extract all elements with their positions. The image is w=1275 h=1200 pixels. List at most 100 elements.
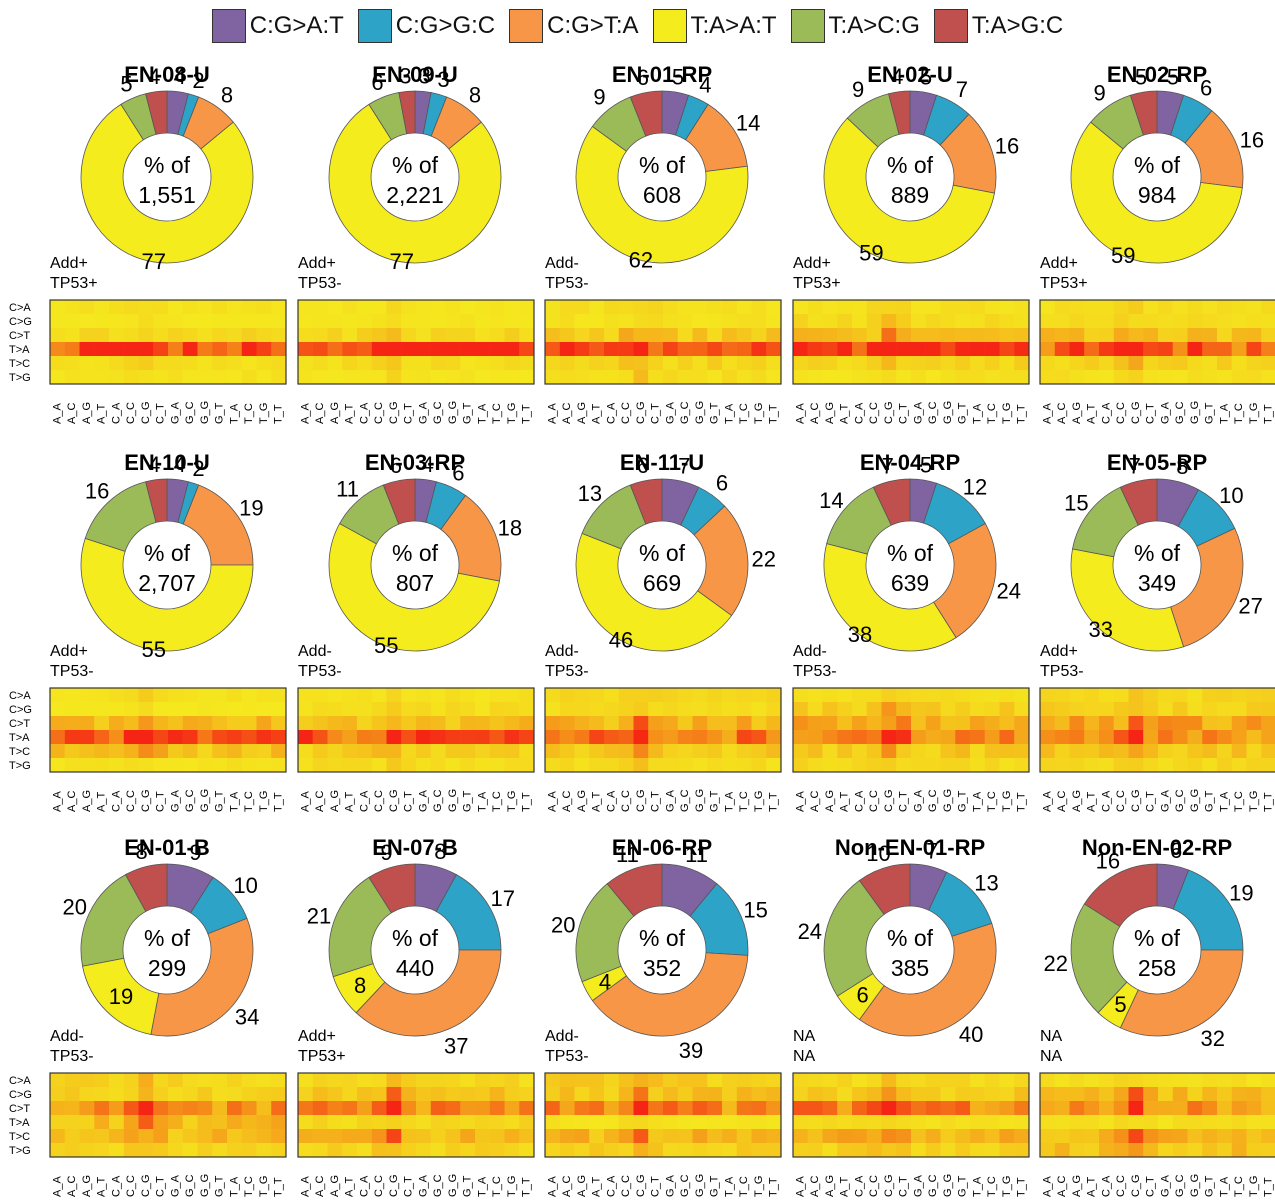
heatmap-cell xyxy=(911,730,926,745)
heatmap-cell xyxy=(401,328,417,343)
heatmap-cell xyxy=(722,1101,737,1116)
heatmap-cell xyxy=(1054,314,1070,329)
heatmap-cell xyxy=(881,370,897,385)
heatmap-cell xyxy=(837,356,853,371)
heatmap-cell xyxy=(519,370,535,385)
heatmap-cell xyxy=(955,370,971,385)
heatmap-col-label: T_G xyxy=(258,403,270,424)
heatmap-col-label: C_T xyxy=(403,1176,415,1197)
heatmap-col-label: T_C xyxy=(491,791,503,812)
heatmap-col-label: A_A xyxy=(51,791,63,812)
heatmap-cell xyxy=(940,1129,956,1144)
heatmap-cell xyxy=(896,744,912,759)
heatmap-col-label: G_C xyxy=(927,401,939,424)
heatmap-col-label: G_A xyxy=(1159,789,1171,812)
slice-value-label: 5 xyxy=(1135,64,1147,89)
heatmap-col-label: C_T xyxy=(1145,403,1157,424)
heatmap-cell xyxy=(633,1087,649,1102)
heatmap-cell xyxy=(298,1115,313,1130)
heatmap-col-label: G_G xyxy=(942,401,954,424)
heatmap-cell xyxy=(1202,758,1218,773)
heatmap-col-label: A_A xyxy=(1041,1176,1053,1197)
heatmap-col-label: A_A xyxy=(546,403,558,424)
heatmap-cell xyxy=(64,730,80,745)
slice-value-label: 20 xyxy=(62,895,86,920)
heatmap-cell xyxy=(327,688,343,703)
heatmap-cell xyxy=(604,328,619,343)
heatmap-cell xyxy=(109,314,124,329)
heatmap-cell xyxy=(1202,1087,1218,1102)
heatmap-col-label: T_G xyxy=(1248,403,1260,424)
center-label: % of xyxy=(144,925,191,951)
heatmap-cell xyxy=(357,730,372,745)
heatmap-cell xyxy=(489,370,505,385)
heatmap-cell xyxy=(911,758,926,773)
heatmap-cell xyxy=(807,1101,823,1116)
heatmap-cell xyxy=(896,342,912,357)
heatmap-cell xyxy=(1099,1129,1114,1144)
heatmap-cell xyxy=(707,744,723,759)
center-label: % of xyxy=(639,152,686,178)
heatmap-cell xyxy=(430,744,446,759)
heatmap-cell xyxy=(504,328,520,343)
heatmap-cell xyxy=(227,1143,242,1158)
heatmap-col-label: A_T xyxy=(96,1177,108,1197)
heatmap-cell xyxy=(837,1143,853,1158)
heatmap-cell xyxy=(984,1101,1000,1116)
heatmap-border xyxy=(544,1072,782,1158)
heatmap-cell xyxy=(822,1087,838,1102)
heatmap-col-label: T_A xyxy=(723,403,735,424)
heatmap-cell xyxy=(1014,1101,1030,1116)
heatmap-col-label: T_A xyxy=(228,791,240,812)
heatmap-cell xyxy=(837,758,853,773)
heatmap-cell xyxy=(212,730,228,745)
heatmap-cell xyxy=(1246,730,1262,745)
heatmap-cell xyxy=(64,342,80,357)
chart-title: EN-01-RP xyxy=(612,62,712,87)
heatmap-cell xyxy=(1040,356,1055,371)
heatmap-cell xyxy=(227,1073,242,1088)
heatmap-cell xyxy=(312,370,328,385)
heatmap-cell xyxy=(604,688,619,703)
heatmap-cell xyxy=(793,1143,808,1158)
heatmap-cell xyxy=(837,1073,853,1088)
slice-value-label: 8 xyxy=(221,82,233,107)
slice-value-label: 3 xyxy=(418,63,430,88)
heatmap-cell xyxy=(940,370,956,385)
legend-swatch xyxy=(933,9,968,43)
heatmap-cell xyxy=(618,342,634,357)
donut-slice xyxy=(1129,90,1158,136)
heatmap-col-label: C_G xyxy=(635,789,647,812)
heatmap-cell xyxy=(153,758,169,773)
heatmap-cell xyxy=(109,716,124,731)
heatmap-cell xyxy=(999,1101,1015,1116)
heatmap-cell xyxy=(955,1087,971,1102)
heatmap-cell xyxy=(1099,328,1114,343)
heatmap-cell xyxy=(182,688,198,703)
heatmap-cell xyxy=(677,744,693,759)
heatmap-cell xyxy=(822,716,838,731)
heatmap-cell xyxy=(559,342,575,357)
slice-value-label: 4 xyxy=(148,452,160,477)
heatmap-cell xyxy=(955,702,971,717)
heatmap-cell xyxy=(312,300,328,315)
heatmap-col-label: T_C xyxy=(491,403,503,424)
heatmap-cell xyxy=(1158,730,1173,745)
heatmap-col-label: G_A xyxy=(169,401,181,424)
heatmap-cell xyxy=(999,1143,1015,1158)
heatmap-cell xyxy=(736,1129,752,1144)
heatmap-cell xyxy=(1202,300,1218,315)
heatmap-cell xyxy=(896,702,912,717)
heatmap-cell xyxy=(1014,688,1030,703)
donut-slice xyxy=(888,90,911,135)
heatmap-cell xyxy=(79,730,95,745)
heatmap-cell xyxy=(866,1129,882,1144)
heatmap-cell xyxy=(574,1087,590,1102)
heatmap-cell xyxy=(604,342,619,357)
heatmap-cell xyxy=(386,716,402,731)
heatmap-col-label: T_T xyxy=(521,404,533,424)
heatmap-cell xyxy=(123,356,139,371)
heatmap-cell xyxy=(837,1115,853,1130)
heatmap-cell xyxy=(153,702,169,717)
heatmap-cell xyxy=(357,716,372,731)
